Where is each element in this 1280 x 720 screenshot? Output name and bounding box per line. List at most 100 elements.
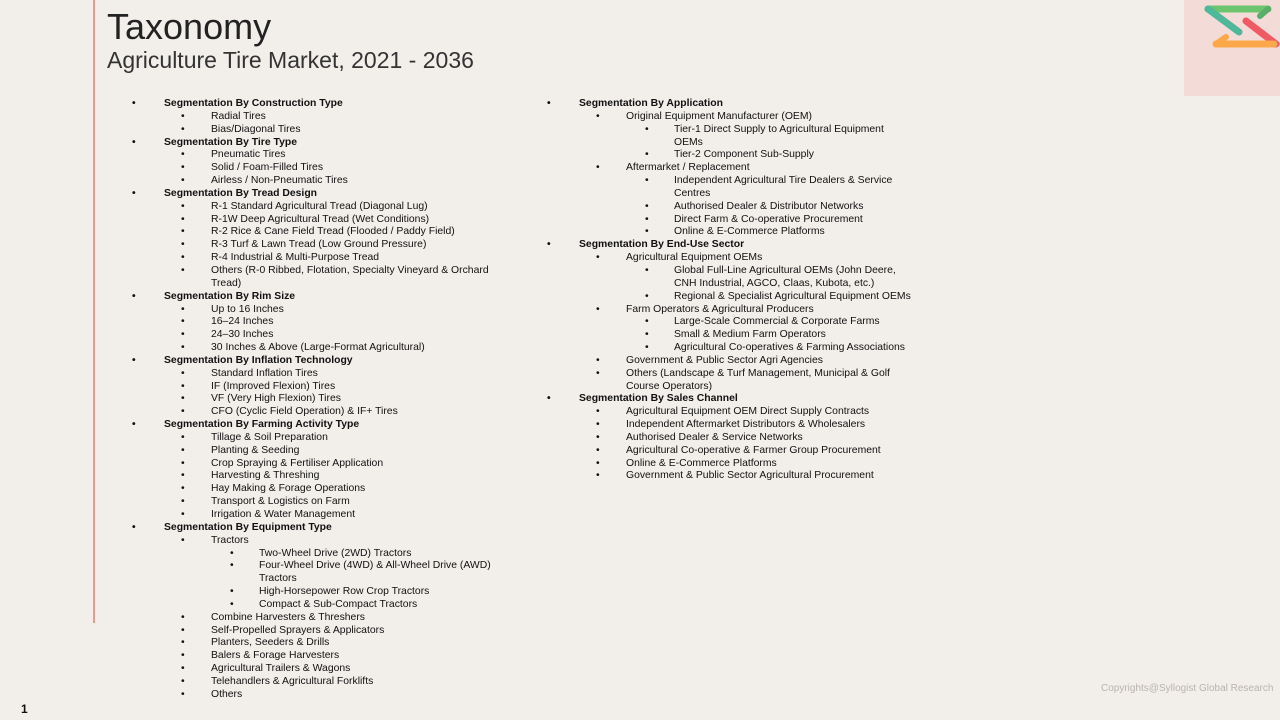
item-label: Independent Agricultural Tire Dealers & … [674, 175, 893, 199]
bullet-icon: • [596, 162, 600, 174]
list-item: • VF (Very High Flexion) Tires [126, 393, 506, 406]
list-item: • Global Full-Line Agricultural OEMs (Joh… [541, 265, 911, 291]
list-item: • R-1W Deep Agricultural Tread (Wet Condi… [126, 214, 506, 227]
list-item: • R-2 Rice & Cane Field Tread (Flooded / … [126, 226, 506, 239]
item-label: Large-Scale Commercial & Corporate Farms [674, 316, 880, 328]
list-item: • Original Equipment Manufacturer (OEM) [541, 111, 911, 124]
item-label: Agricultural Trailers & Wagons [211, 663, 351, 675]
item-label: Segmentation By Farming Activity Type [164, 419, 360, 431]
list-item: • Government & Public Sector Agri Agencie… [541, 355, 911, 368]
segment-heading: • Segmentation By Sales Channel [541, 393, 911, 406]
bullet-icon: • [181, 688, 185, 700]
bullet-icon: • [181, 663, 185, 675]
list-item: • Airless / Non-Pneumatic Tires [126, 175, 506, 188]
item-label: Others (Landscape & Turf Management, Mun… [626, 367, 890, 392]
list-item: • Others [126, 689, 506, 702]
list-item: • Transport & Logistics on Farm [126, 496, 506, 509]
item-label: Others [211, 688, 243, 700]
list-item: • Independent Aftermarket Distributors & … [541, 419, 911, 432]
list-item: • 24–30 Inches [126, 329, 506, 342]
item-label: Online & E-Commerce Platforms [626, 457, 777, 469]
bullet-icon: • [230, 598, 234, 610]
list-item: • Agricultural Equipment OEM Direct Suppl… [541, 406, 911, 419]
bullet-icon: • [596, 303, 600, 315]
list-item: • Large-Scale Commercial & Corporate Farm… [541, 316, 911, 329]
list-item: • Agricultural Trailers & Wagons [126, 663, 506, 676]
list-item: • Pneumatic Tires [126, 149, 506, 162]
item-label: Direct Farm & Co-operative Procurement [674, 213, 863, 225]
bullet-icon: • [132, 521, 136, 533]
item-label: Global Full-Line Agricultural OEMs (John… [674, 264, 896, 289]
bullet-icon: • [596, 354, 600, 366]
list-item: • Tier-2 Component Sub-Supply [541, 149, 911, 162]
item-label: Crop Spraying & Fertiliser Application [211, 457, 384, 469]
bullet-icon: • [645, 316, 649, 328]
list-item: • Combine Harvesters & Threshers [126, 612, 506, 625]
bullet-icon: • [596, 406, 600, 418]
list-item: • Tier-1 Direct Supply to Agricultural Eq… [541, 124, 911, 150]
item-label: Hay Making & Forage Operations [211, 483, 366, 495]
item-label: VF (Very High Flexion) Tires [211, 393, 341, 405]
list-item: • Agricultural Co-operatives & Farming As… [541, 342, 911, 355]
item-label: Government & Public Sector Agri Agencies [626, 354, 823, 366]
bullet-icon: • [596, 419, 600, 431]
bullet-icon: • [132, 187, 136, 199]
item-label: CFO (Cyclic Field Operation) & IF+ Tires [211, 406, 398, 418]
item-label: Combine Harvesters & Threshers [211, 611, 365, 623]
list-item: • Authorised Dealer & Distributor Network… [541, 201, 911, 214]
item-label: Irrigation & Water Management [211, 509, 355, 520]
item-label: 16–24 Inches [211, 316, 274, 328]
copyright-text: Copyrights@Syllogist Global Research [1101, 683, 1274, 694]
item-label: Four-Wheel Drive (4WD) & All-Wheel Drive… [259, 560, 491, 585]
list-item: • Harvesting & Threshing [126, 470, 506, 483]
segment-heading: • Segmentation By Farming Activity Type [126, 419, 506, 432]
list-item: • Government & Public Sector Agricultural… [541, 470, 911, 483]
list-item: • Farm Operators & Agricultural Producers [541, 304, 911, 317]
item-label: Segmentation By Inflation Technology [164, 354, 353, 366]
item-label: 30 Inches & Above (Large-Format Agricult… [211, 342, 425, 354]
list-item: • Up to 16 Inches [126, 304, 506, 317]
bullet-icon: • [645, 290, 649, 302]
item-label: IF (Improved Flexion) Tires [211, 380, 336, 392]
item-label: Segmentation By Sales Channel [579, 393, 738, 405]
bullet-icon: • [596, 470, 600, 482]
item-label: Independent Aftermarket Distributors & W… [626, 419, 866, 431]
item-label: Transport & Logistics on Farm [211, 496, 350, 508]
bullet-icon: • [181, 457, 185, 469]
bullet-icon: • [181, 342, 185, 354]
taxonomy-left-column: • Segmentation By Construction Type • Radia… [126, 98, 506, 702]
bullet-icon: • [181, 367, 185, 379]
list-item: • CFO (Cyclic Field Operation) & IF+ Tire… [126, 406, 506, 419]
item-label: 24–30 Inches [211, 329, 274, 341]
bullet-icon: • [596, 431, 600, 443]
list-item: • Self-Propelled Sprayers & Applicators [126, 625, 506, 638]
list-item: • Compact & Sub-Compact Tractors [126, 599, 506, 612]
item-label: Tillage & Soil Preparation [211, 431, 328, 443]
bullet-icon: • [181, 123, 185, 135]
item-label: Balers & Forage Harvesters [211, 650, 340, 662]
list-item: • Independent Agricultural Tire Dealers &… [541, 175, 911, 201]
item-label: Online & E-Commerce Platforms [674, 226, 825, 238]
item-label: Government & Public Sector Agricultural … [626, 470, 874, 482]
syllogist-logo-icon [1204, 5, 1280, 48]
bullet-icon: • [645, 123, 649, 135]
list-item: • Regional & Specialist Agricultural Equi… [541, 291, 911, 304]
list-item: • Crop Spraying & Fertiliser Application [126, 458, 506, 471]
list-item: • Authorised Dealer & Service Networks [541, 432, 911, 445]
segment-heading: • Segmentation By Equipment Type [126, 522, 506, 535]
list-item: • Small & Medium Farm Operators [541, 329, 911, 342]
bullet-icon: • [596, 444, 600, 456]
segment-heading: • Segmentation By Application [541, 98, 911, 111]
item-label: Solid / Foam-Filled Tires [211, 162, 324, 174]
list-item: • Bias/Diagonal Tires [126, 124, 506, 137]
item-label: Segmentation By Tire Type [164, 136, 297, 148]
bullet-icon: • [181, 483, 185, 495]
bullet-icon: • [132, 419, 136, 431]
item-label: Segmentation By Application [579, 98, 723, 109]
bullet-icon: • [132, 136, 136, 148]
bullet-icon: • [645, 200, 649, 212]
item-label: Others (R-0 Ribbed, Flotation, Specialty… [211, 264, 489, 289]
bullet-icon: • [181, 226, 185, 238]
bullet-icon: • [547, 239, 551, 251]
item-label: Planting & Seeding [211, 444, 300, 456]
